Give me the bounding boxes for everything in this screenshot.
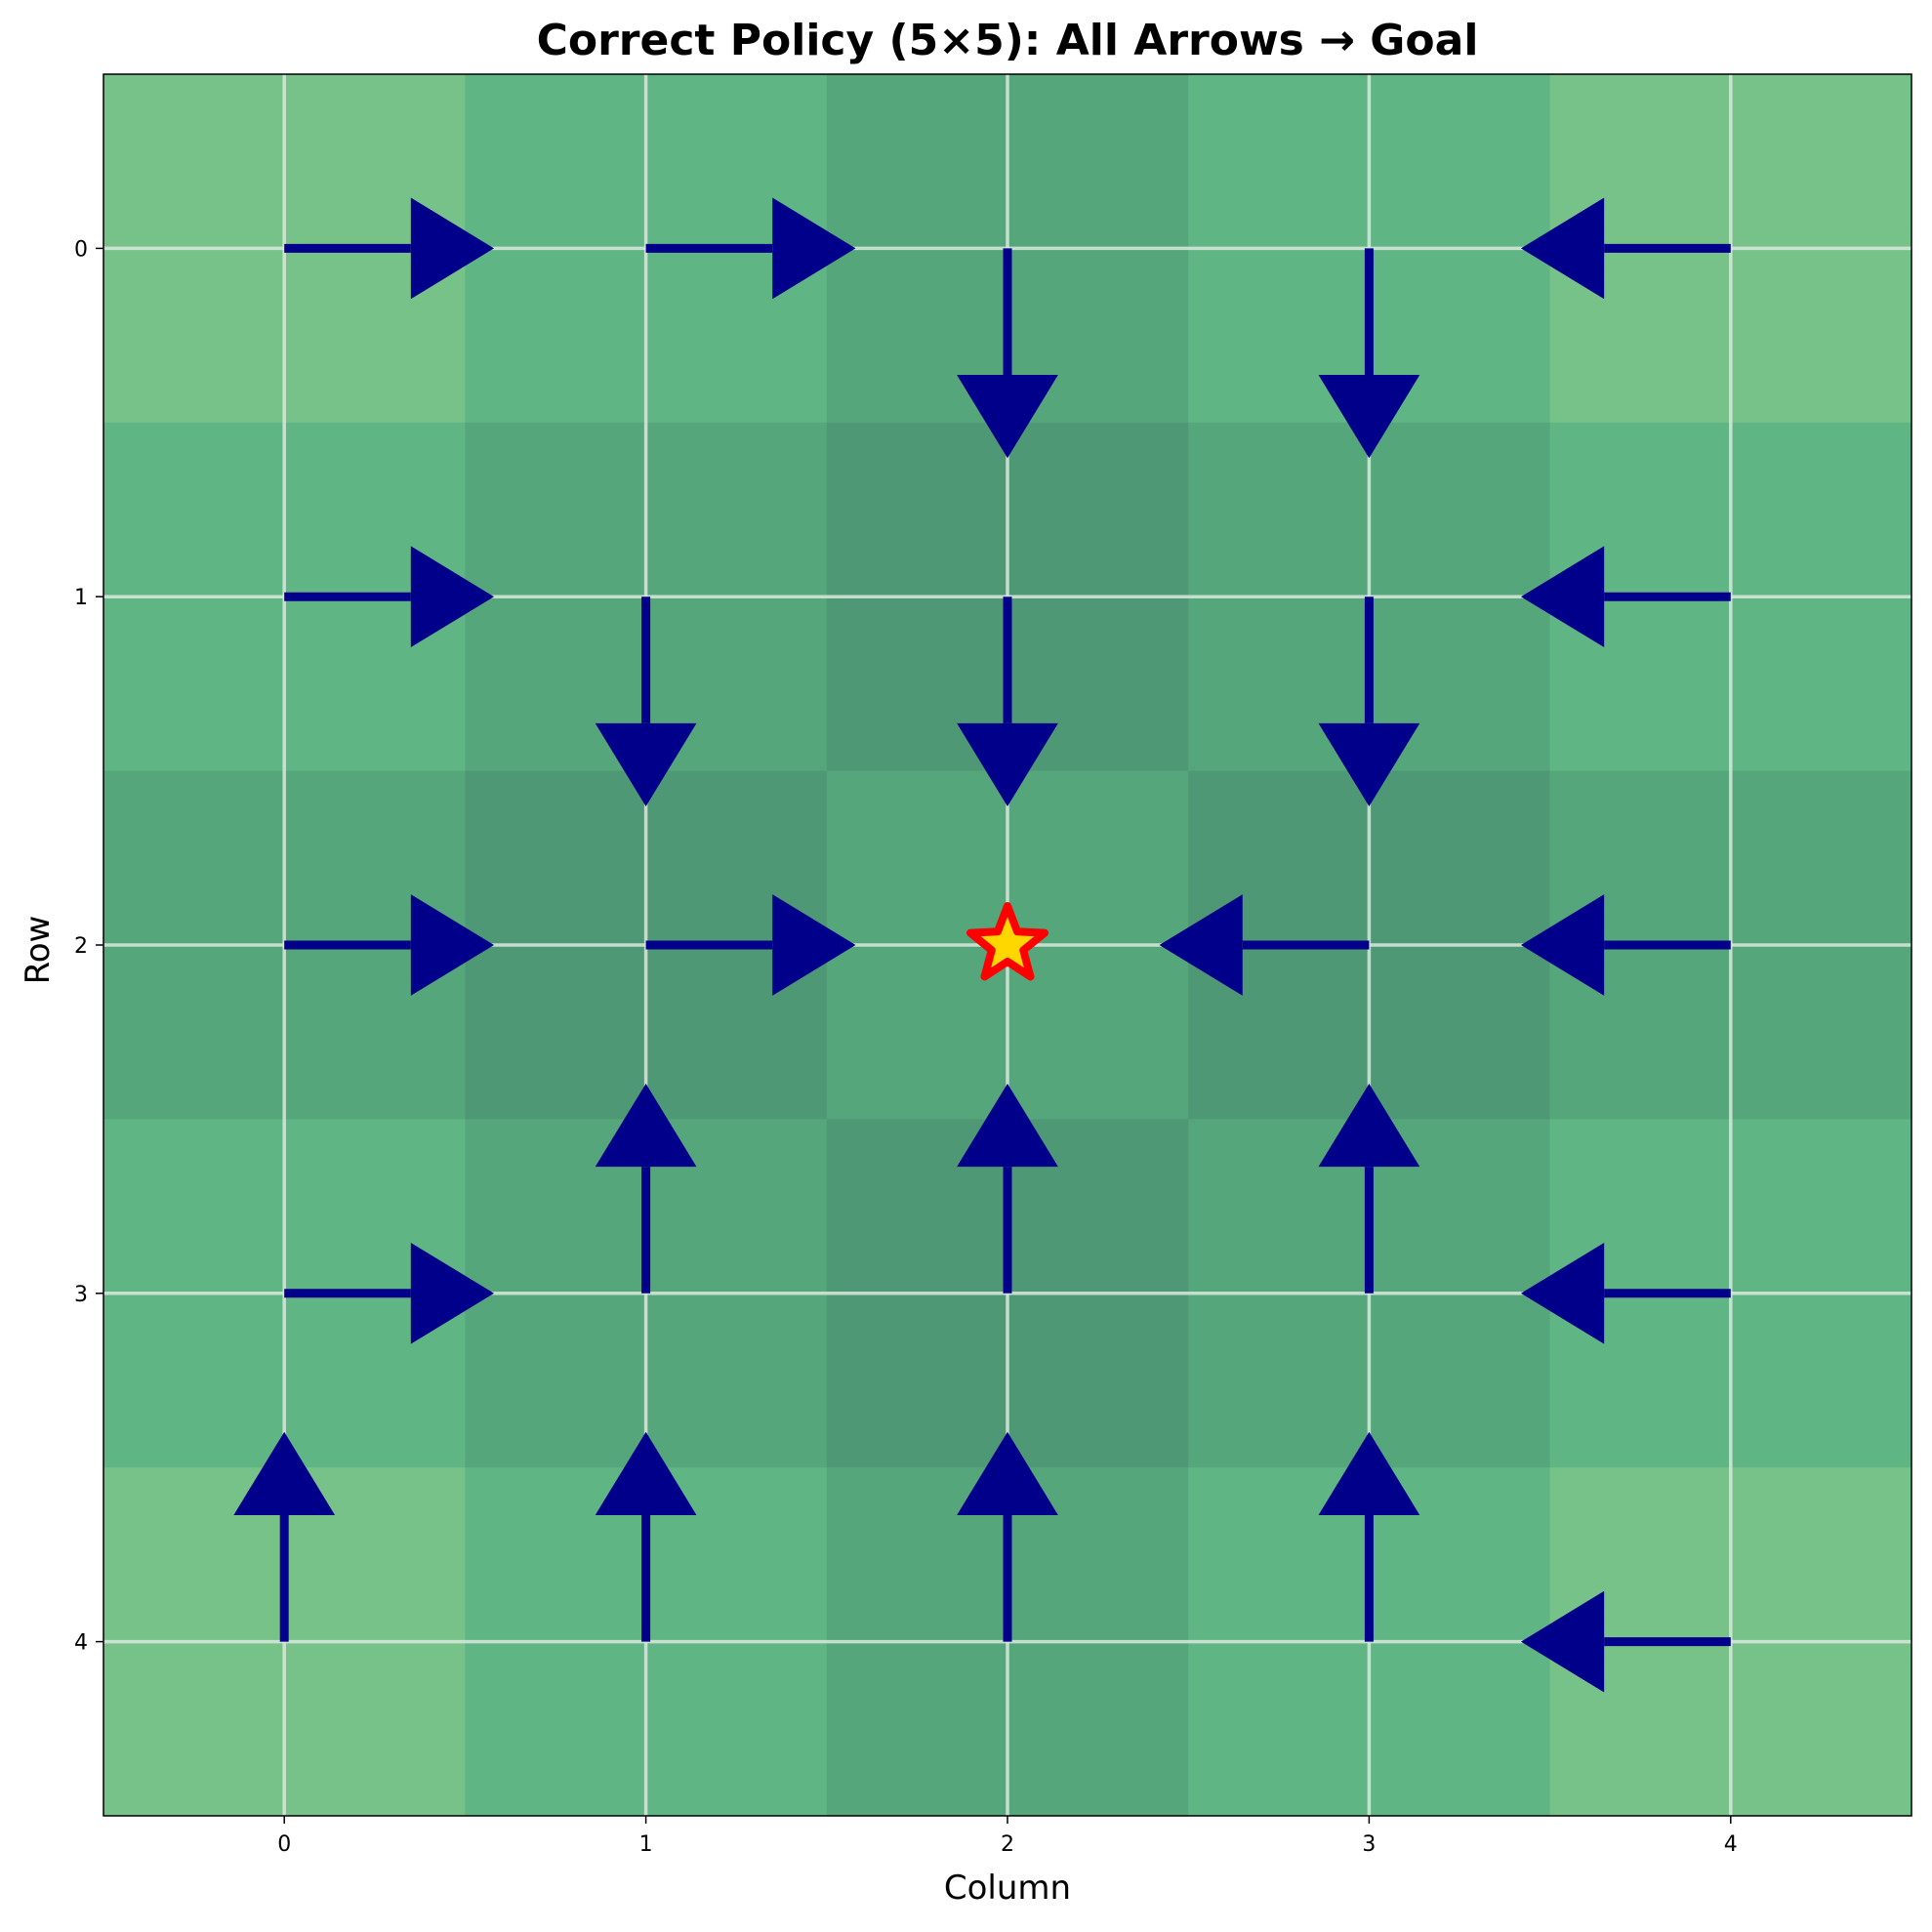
policy-arrow-up [1318,1431,1420,1642]
x-tick-label: 4 [1724,1832,1738,1857]
arrow-head [595,722,697,807]
y-tick-label: 0 [74,237,88,262]
policy-arrow-down [1318,596,1420,807]
x-tick-label: 3 [1362,1832,1376,1857]
y-tick-label: 1 [74,586,88,610]
policy-arrow-down [957,248,1058,459]
policy-arrow-up [957,1083,1058,1294]
arrow-head [1318,722,1420,807]
x-axis-ticks: 0 1 2 3 4 [277,1816,1738,1857]
policy-arrow-right [284,894,495,996]
arrow-head [595,1083,697,1168]
y-tick-label: 3 [74,1283,88,1307]
arrow-head [1520,894,1605,996]
policy-arrow-left [1159,894,1370,996]
arrow-head [1520,1590,1605,1693]
arrow-head [410,546,495,648]
arrow-head [410,894,495,996]
policy-arrow-left [1520,546,1731,648]
x-tick-label: 2 [1001,1832,1014,1857]
chart-title: Correct Policy (5×5): All Arrows → Goal [537,16,1479,65]
policy-arrow-down [957,596,1058,807]
policy-arrow-down [1318,248,1420,459]
arrow-head [410,197,495,300]
policy-arrow-up [233,1431,336,1642]
policy-arrow-right [645,197,856,300]
policy-arrows [233,197,1731,1693]
arrow-head [233,1431,336,1515]
arrow-head [410,1242,495,1344]
arrow-head [1520,546,1605,648]
policy-arrow-down [595,596,697,807]
star-icon [966,902,1048,981]
arrow-head [1318,1083,1420,1168]
policy-arrow-up [595,1083,697,1294]
policy-arrow-up [595,1431,697,1642]
arrow-head [1520,1242,1605,1344]
arrow-head [1520,197,1605,300]
arrow-head [957,1083,1058,1168]
arrow-head [772,894,856,996]
goal-marker [966,902,1048,981]
arrow-head [1318,375,1420,459]
x-tick-label: 0 [277,1832,291,1857]
y-axis-label: Row [19,916,58,985]
policy-arrow-right [645,894,856,996]
policy-arrow-left [1520,894,1731,996]
policy-arrow-right [284,197,495,300]
policy-arrow-left [1520,1242,1731,1344]
arrow-head [1318,1431,1420,1515]
arrow-head [957,375,1058,459]
x-axis-label: Column [944,1869,1071,1908]
policy-arrow-right [284,546,495,648]
arrow-head [595,1431,697,1515]
policy-arrow-left [1520,197,1731,300]
y-tick-label: 4 [74,1631,88,1656]
arrow-head [957,722,1058,807]
x-tick-label: 1 [639,1832,653,1857]
y-tick-label: 2 [74,934,88,959]
policy-arrow-right [284,1242,495,1344]
y-axis-ticks: 0 1 2 3 4 [74,237,103,1656]
policy-arrow-up [957,1431,1058,1642]
arrow-head [957,1431,1058,1515]
arrow-head [1159,894,1243,996]
arrow-head [772,197,856,300]
policy-arrow-up [1318,1083,1420,1294]
policy-arrow-left [1520,1590,1731,1693]
